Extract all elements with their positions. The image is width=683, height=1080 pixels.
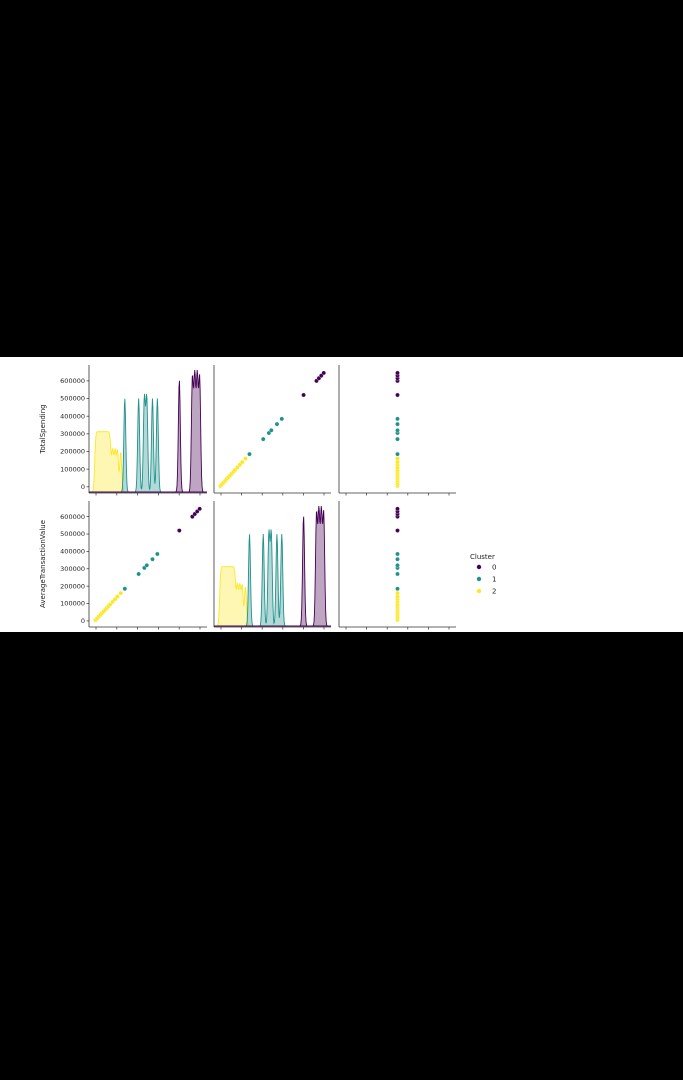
point-cluster-0 — [177, 528, 182, 533]
point-cluster-1 — [269, 428, 274, 433]
point-cluster-2 — [243, 456, 248, 461]
y-tick-label: 100000 — [60, 600, 85, 608]
legend-marker-2 — [476, 588, 482, 594]
legend-marker-1 — [476, 576, 482, 582]
point-cluster-0 — [197, 506, 202, 512]
density-cluster-0 — [214, 505, 331, 627]
y-tick-label: 200000 — [60, 582, 85, 590]
point-cluster-1 — [395, 421, 400, 427]
point-cluster-1 — [279, 416, 285, 422]
y-tick-label: 500000 — [60, 395, 85, 403]
point-cluster-1 — [155, 551, 160, 557]
point-cluster-1 — [395, 551, 400, 557]
point-cluster-2 — [395, 590, 400, 596]
legend-marker-0 — [476, 564, 482, 570]
point-cluster-1 — [395, 571, 400, 577]
legend-label-1: 1 — [492, 576, 496, 584]
point-cluster-0 — [321, 370, 326, 376]
legend-title: Cluster — [470, 553, 495, 561]
point-cluster-1 — [395, 416, 400, 422]
y-tick-label: 200000 — [60, 448, 85, 456]
y-tick-label: 100000 — [60, 465, 85, 473]
point-cluster-1 — [260, 436, 266, 442]
point-cluster-0 — [395, 506, 400, 512]
point-cluster-2 — [118, 590, 123, 596]
chart-area: 0 100000 200000 300000 400000 500000 600000 0 10… — [0, 357, 683, 632]
y-tick-label: 600000 — [60, 377, 85, 385]
point-cluster-2 — [239, 459, 245, 465]
point-cluster-0 — [395, 392, 400, 398]
point-cluster-0 — [395, 528, 400, 533]
point-cluster-1 — [274, 421, 280, 427]
point-cluster-1 — [247, 451, 252, 457]
y-tick-label: 300000 — [60, 565, 85, 573]
y-tick-label: 400000 — [60, 412, 85, 420]
point-cluster-1 — [395, 563, 400, 568]
point-cluster-2 — [395, 456, 400, 461]
pairplot-svg: 0100000200000300000400000500000600000010… — [39, 365, 496, 630]
y-tick-label: 400000 — [60, 548, 85, 556]
point-cluster-0 — [301, 392, 306, 398]
point-cluster-1 — [144, 563, 150, 568]
point-cluster-1 — [395, 586, 400, 592]
y-tick-label: 600000 — [60, 513, 85, 521]
point-cluster-1 — [395, 436, 400, 442]
point-cluster-1 — [136, 571, 141, 577]
y-tick-label: 500000 — [60, 530, 85, 538]
y-axis-label: AverageTransactionValue — [39, 520, 47, 608]
y-tick-label: 0 — [81, 483, 85, 491]
point-cluster-1 — [395, 428, 400, 433]
point-cluster-2 — [115, 594, 120, 599]
legend-label-2: 2 — [492, 588, 496, 596]
point-cluster-1 — [395, 556, 400, 562]
density-cluster-0 — [89, 369, 207, 493]
legend-label-0: 0 — [492, 564, 496, 572]
point-cluster-0 — [395, 370, 400, 376]
y-tick-label: 300000 — [60, 430, 85, 438]
point-cluster-1 — [122, 586, 128, 592]
y-axis-label: TotalSpending — [39, 404, 47, 454]
y-tick-label: 0 — [81, 617, 85, 625]
point-cluster-1 — [395, 451, 400, 457]
point-cluster-1 — [150, 556, 155, 562]
